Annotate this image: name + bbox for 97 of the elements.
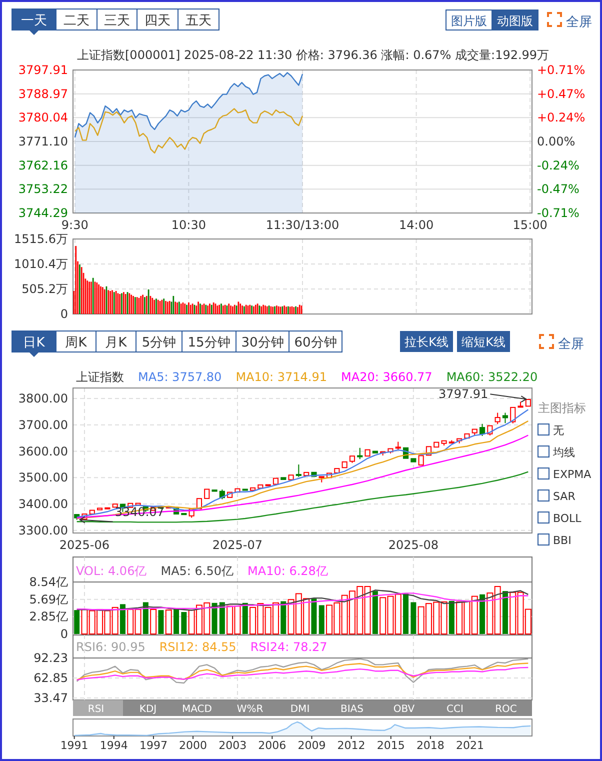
- y-tick-label: 3500.00: [18, 470, 68, 485]
- y-tick-label: 62.85: [34, 671, 68, 685]
- text: CCI: [446, 704, 464, 715]
- x-tick-label: 10:30: [171, 218, 206, 232]
- y-tick-label: 1010.4万: [14, 257, 68, 271]
- text: DMI: [290, 704, 310, 715]
- series-label: RSI6: 90.95: [76, 640, 146, 654]
- x-tick-label: 2025-07: [212, 538, 263, 552]
- text: 60分钟: [294, 336, 337, 350]
- y-tick-label: 33.47: [34, 691, 68, 705]
- y-tick-label: 3700.00: [18, 418, 68, 432]
- x-tick-label: 1994: [100, 739, 128, 752]
- text: 日K: [23, 336, 46, 350]
- y-tick-label: 5.69亿: [29, 592, 68, 606]
- y-tick-label: 2.85亿: [29, 610, 68, 624]
- x-tick-label: 1997: [139, 739, 168, 752]
- text: MA60: 3522.20: [446, 370, 538, 384]
- y-tick-label: 0: [60, 627, 68, 641]
- y-tick-label: 3800.00: [18, 392, 68, 406]
- text: MACD: [182, 704, 212, 715]
- x-tick-label: 15:00: [512, 218, 548, 232]
- y-tick-label: 505.2万: [22, 282, 68, 296]
- text: 全屏: [566, 15, 592, 30]
- y-tick-label: 3788.97: [18, 86, 68, 101]
- y-tick-label: 3762.16: [18, 158, 68, 172]
- text: MA10: 3714.91: [236, 370, 327, 384]
- y-tick-label: 3797.91: [18, 63, 68, 77]
- series-label: MA10: 6.28亿: [248, 564, 328, 578]
- text: 二天: [64, 14, 90, 28]
- series-label: RSI24: 78.27: [250, 640, 328, 654]
- y-tick-label: 3771.10: [18, 134, 68, 148]
- text: 五天: [186, 14, 212, 28]
- text: 15分钟: [188, 336, 230, 350]
- text: SAR: [553, 490, 576, 503]
- text: 主图指标: [538, 401, 586, 415]
- y-tick-label: 3300.00: [18, 523, 68, 538]
- y2-tick-label: -0.47%: [537, 182, 580, 196]
- chart-title: 上证指数[000001] 2025-08-22 11:30 价格: 3796.36 涨幅: 0.67% 成交量:192.99万: [77, 48, 550, 62]
- text: 动图版: [497, 14, 533, 28]
- x-tick-label: 14:00: [399, 218, 434, 232]
- y2-tick-label: 0.00%: [537, 134, 576, 148]
- y-tick-label: 3744.29: [18, 206, 68, 220]
- x-tick-label: 11:30/13:00: [266, 218, 340, 232]
- text: 缩短K线: [462, 335, 506, 349]
- x-tick-label: 9:30: [61, 218, 88, 232]
- y-tick-label: 3400.00: [18, 497, 68, 511]
- x-tick-label: 2012: [337, 739, 366, 752]
- text: 5分钟: [142, 336, 176, 350]
- x-tick-label: 2003: [218, 739, 247, 752]
- text: MA5: 6.50亿: [160, 564, 234, 578]
- text: 30分钟: [241, 336, 284, 350]
- series-label: RSI12: 84.55: [159, 640, 236, 654]
- y2-tick-label: +0.47%: [537, 87, 586, 102]
- text: W%R: [236, 704, 264, 715]
- x-tick-label: 2025-06: [59, 538, 110, 552]
- text: 拉长K线: [404, 335, 448, 349]
- text: RSI: [88, 704, 104, 715]
- y2-tick-label: +0.71%: [537, 63, 586, 77]
- text: BBI: [553, 534, 572, 547]
- y-tick-label: 3780.04: [18, 110, 68, 125]
- annotation: 3797.91: [438, 387, 488, 402]
- x-tick-label: 1991: [60, 739, 88, 752]
- text: BOLL: [553, 512, 582, 525]
- text: EXPMA: [553, 468, 592, 481]
- text: 周K: [65, 336, 88, 350]
- x-tick-label: 2009: [298, 739, 326, 752]
- text: VOL: 4.06亿: [76, 564, 147, 578]
- y-tick-label: 92.23: [34, 651, 68, 665]
- y2-tick-label: +0.24%: [537, 110, 586, 124]
- text: BIAS: [340, 704, 364, 715]
- y2-tick-label: -0.24%: [537, 158, 580, 173]
- y2-tick-label: -0.71%: [537, 206, 580, 220]
- x-tick-label: 2018: [416, 739, 444, 752]
- text: 均线: [552, 446, 575, 459]
- x-tick-label: 2021: [456, 739, 484, 752]
- chart-title: 上证指数: [76, 370, 124, 384]
- y-tick-label: 0: [60, 307, 68, 321]
- text: MA20: 3660.77: [341, 370, 432, 384]
- y-tick-label: 8.54亿: [29, 575, 68, 589]
- y-tick-label: 3600.00: [18, 444, 68, 458]
- x-tick-label: 2015: [376, 739, 405, 752]
- text: 月K: [105, 336, 128, 350]
- y-tick-label: 3753.22: [18, 182, 68, 196]
- x-tick-label: 2025-08: [388, 538, 438, 552]
- text: OBV: [393, 704, 415, 715]
- text: 无: [553, 424, 564, 437]
- text: KDJ: [139, 704, 157, 715]
- text: MA5: 3757.80: [138, 370, 222, 384]
- text: 四天: [144, 14, 170, 28]
- text: 图片版: [451, 14, 487, 28]
- x-tick-label: 2000: [179, 739, 208, 752]
- text: 全屏: [558, 337, 584, 352]
- text: 三天: [104, 14, 130, 28]
- text: ROC: [495, 704, 517, 715]
- y-tick-label: 1515.6万: [14, 232, 68, 246]
- x-tick-label: 2006: [258, 739, 286, 752]
- text: 一天: [21, 14, 47, 28]
